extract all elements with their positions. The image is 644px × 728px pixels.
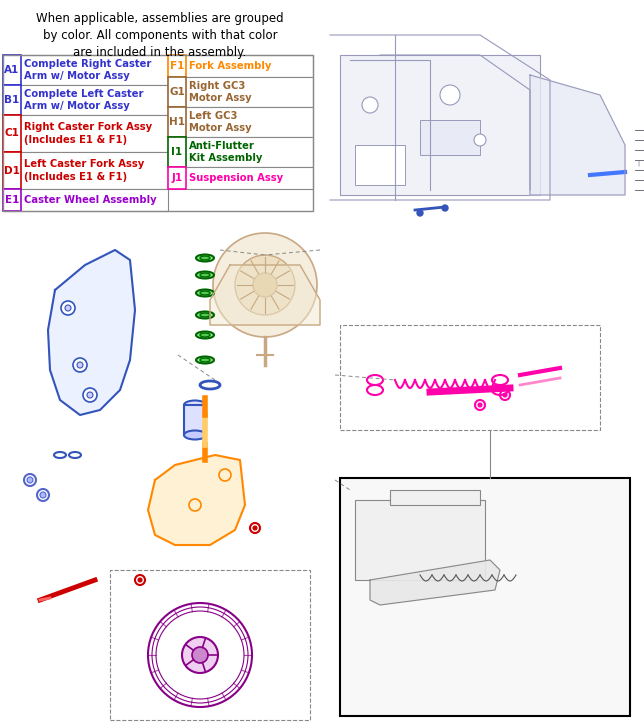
Circle shape	[213, 233, 317, 337]
Polygon shape	[210, 265, 320, 325]
Circle shape	[474, 134, 486, 146]
Circle shape	[253, 273, 277, 297]
Text: F1: F1	[170, 61, 184, 71]
Ellipse shape	[200, 256, 210, 260]
Circle shape	[192, 647, 208, 663]
Bar	[3, 115, 168, 152]
Text: D1: D1	[4, 165, 20, 175]
Bar	[340, 55, 540, 195]
Text: Caster Wheel Assembly: Caster Wheel Assembly	[24, 195, 156, 205]
Circle shape	[182, 637, 218, 673]
Polygon shape	[530, 75, 625, 195]
Bar	[3, 115, 21, 152]
Bar	[168, 137, 186, 167]
Polygon shape	[370, 560, 500, 605]
Bar	[3, 55, 313, 211]
Bar	[168, 77, 186, 107]
Text: B1: B1	[5, 95, 19, 105]
Ellipse shape	[184, 400, 206, 409]
Text: Right Caster Fork Assy
(Includes E1 & F1): Right Caster Fork Assy (Includes E1 & F1…	[24, 122, 152, 145]
Bar	[3, 189, 168, 211]
Circle shape	[83, 388, 97, 402]
Circle shape	[73, 358, 87, 372]
Circle shape	[442, 205, 448, 211]
Bar	[168, 77, 313, 107]
Text: Right GC3
Motor Assy: Right GC3 Motor Assy	[189, 81, 252, 103]
Circle shape	[40, 492, 46, 498]
Ellipse shape	[196, 331, 214, 339]
Bar	[184, 405, 206, 435]
Text: A1: A1	[5, 65, 19, 75]
Circle shape	[478, 403, 482, 407]
Bar	[3, 55, 21, 85]
Circle shape	[138, 578, 142, 582]
Ellipse shape	[196, 357, 214, 363]
Bar	[110, 570, 310, 720]
Bar	[355, 145, 405, 185]
Ellipse shape	[184, 430, 206, 440]
Ellipse shape	[196, 312, 214, 319]
Ellipse shape	[200, 358, 210, 362]
Bar	[168, 167, 313, 189]
Bar	[168, 107, 313, 137]
Circle shape	[253, 526, 257, 530]
Polygon shape	[48, 250, 135, 415]
Bar	[340, 325, 600, 430]
Bar	[355, 500, 485, 580]
Text: When applicable, assemblies are grouped
by color. All components with that color: When applicable, assemblies are grouped …	[36, 12, 284, 59]
Text: Suspension Assy: Suspension Assy	[189, 173, 283, 183]
Text: Left Caster Fork Assy
(Includes E1 & F1): Left Caster Fork Assy (Includes E1 & F1)	[24, 159, 144, 182]
Bar	[168, 55, 313, 77]
Circle shape	[362, 97, 378, 113]
Bar	[3, 152, 168, 189]
Text: Fork Assembly: Fork Assembly	[189, 61, 271, 71]
Ellipse shape	[200, 313, 210, 317]
Bar	[3, 189, 21, 211]
Circle shape	[87, 392, 93, 398]
Text: E1: E1	[5, 195, 19, 205]
Ellipse shape	[200, 333, 210, 337]
Polygon shape	[148, 455, 245, 545]
Ellipse shape	[196, 272, 214, 279]
Text: Complete Right Caster
Arm w/ Motor Assy: Complete Right Caster Arm w/ Motor Assy	[24, 58, 151, 82]
Circle shape	[417, 210, 423, 216]
Text: Left GC3
Motor Assy: Left GC3 Motor Assy	[189, 111, 252, 133]
Ellipse shape	[196, 255, 214, 261]
Bar	[390, 490, 480, 505]
Circle shape	[65, 305, 71, 311]
Bar	[168, 137, 313, 167]
Text: Complete Left Caster
Arm w/ Motor Assy: Complete Left Caster Arm w/ Motor Assy	[24, 89, 144, 111]
Text: H1: H1	[169, 117, 185, 127]
Text: |: |	[637, 161, 639, 167]
Ellipse shape	[200, 273, 210, 277]
Bar	[340, 478, 630, 716]
Text: J1: J1	[171, 173, 182, 183]
Text: C1: C1	[5, 129, 19, 138]
Circle shape	[235, 255, 295, 315]
Text: G1: G1	[169, 87, 185, 97]
Circle shape	[77, 362, 83, 368]
Circle shape	[503, 393, 507, 397]
Circle shape	[61, 301, 75, 315]
Ellipse shape	[200, 291, 210, 295]
Circle shape	[440, 85, 460, 105]
Bar	[168, 55, 186, 77]
Bar	[168, 107, 186, 137]
Bar	[168, 167, 186, 189]
Bar	[3, 85, 21, 115]
Circle shape	[27, 477, 33, 483]
Text: Anti-Flutter
Kit Assembly: Anti-Flutter Kit Assembly	[189, 141, 262, 163]
Bar	[420, 120, 480, 155]
Bar	[3, 152, 21, 189]
Bar	[3, 55, 168, 85]
Text: I1: I1	[171, 147, 182, 157]
Bar	[3, 85, 168, 115]
Ellipse shape	[196, 290, 214, 296]
